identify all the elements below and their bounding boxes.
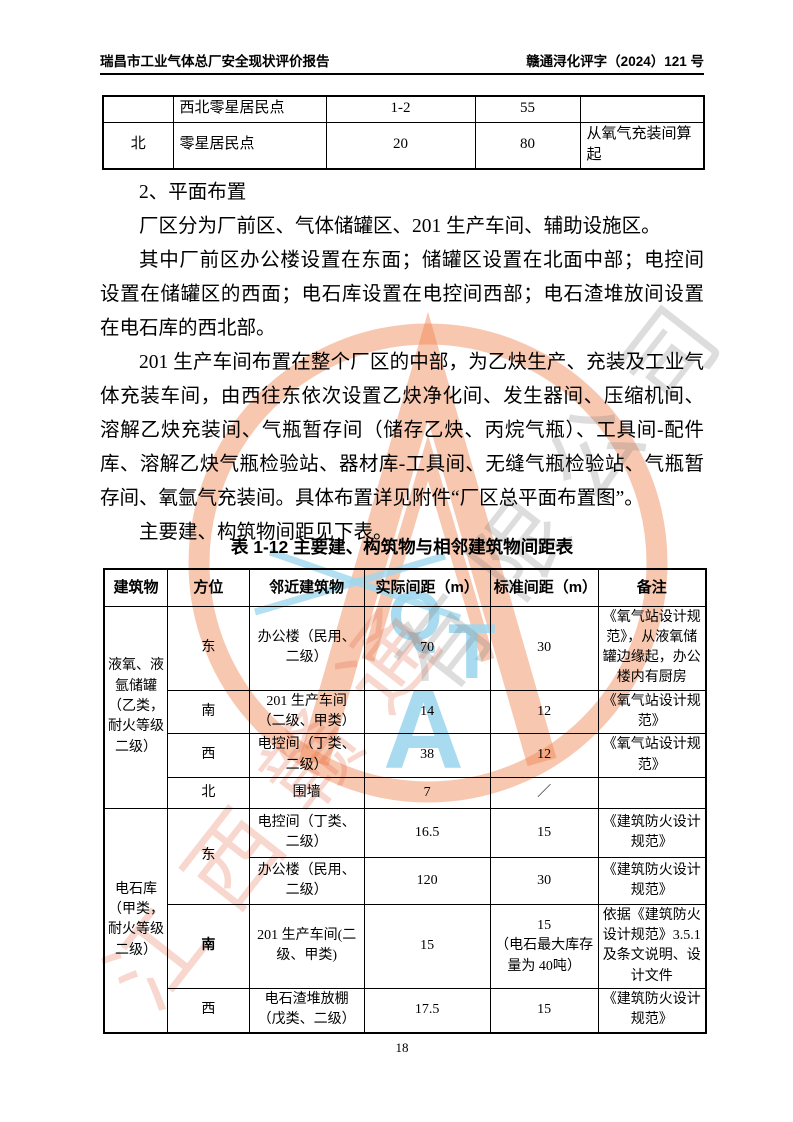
paragraph: 厂区分为厂前区、气体储罐区、201 生产车间、辅助设施区。: [139, 216, 661, 237]
cell-standard: 15: [489, 807, 599, 858]
cell-actual: 70: [363, 605, 491, 691]
cell-neighbor: 201 生产车间(二级、甲类): [248, 903, 365, 990]
top-cell-remark: 从氧气充装间算起: [579, 121, 705, 170]
top-cell-actual: 1-2: [325, 95, 476, 123]
cell-neighbor: 办公楼（民用、二级）: [248, 605, 365, 691]
top-cell-orient: 北: [102, 121, 174, 170]
page-number: 18: [395, 1040, 409, 1055]
cell-remark: 《氧气站设计规范》: [597, 733, 707, 778]
cell-neighbor: 电石渣堆放棚（戊类、二级）: [248, 988, 365, 1034]
cell-remark: 《建筑防火设计规范》: [597, 807, 707, 858]
table-row: 液氧、液氩储罐（乙类，耐火等级二级） 东 办公楼（民用、二级） 70 30 《氧…: [103, 605, 707, 809]
group-label-carbide: 电石库（甲类，耐火等级二级）: [103, 807, 169, 1034]
top-cell-neighbor: 零星居民点: [172, 121, 327, 170]
top-cell-actual: 20: [325, 121, 476, 170]
cell-standard: ／: [489, 776, 599, 809]
table-row: 西北零星居民点 1-2 55: [102, 95, 705, 123]
cell-actual: 15: [363, 903, 491, 990]
top-cell-orient: [102, 95, 174, 123]
paragraph: 其中厂前区办公楼设置在东面；储罐区设置在北面中部；电控间设置在储罐区的西面；电石…: [100, 250, 704, 339]
header-doc-number: 赣通浔化评字（2024）121 号: [526, 54, 704, 69]
cell-neighbor: 201 生产车间（二级、甲类）: [248, 689, 365, 735]
table-caption: 表 1-12 主要建、构筑物与相邻建筑物间距表: [230, 537, 574, 557]
table-header-row: 建筑物 方位 邻近建筑物 实际间距（m） 标准间距（m） 备注: [103, 568, 707, 607]
cell-remark: 《建筑防火设计规范》: [597, 988, 707, 1034]
cell-standard: 12: [489, 689, 599, 735]
table-row: 办公楼（民用、二级） 120 30 《建筑防火设计规范》: [104, 856, 707, 905]
cell-standard: 15 （电石最大库存量为 40吨）: [489, 903, 599, 990]
cell-actual: 120: [363, 856, 491, 905]
group-label-tank: 液氧、液氩储罐（乙类，耐火等级二级）: [103, 605, 169, 809]
cell-remark: 《氧气站设计规范》，从液氧储罐边缘起，办公楼内有厨房: [597, 605, 707, 691]
top-cell-standard: 55: [474, 95, 581, 123]
cell-orient: 东: [167, 807, 250, 905]
cell-remark: 《建筑防火设计规范》: [597, 856, 707, 905]
col-header-remark: 备注: [597, 568, 707, 607]
top-cell-standard: 80: [474, 121, 581, 170]
cell-orient: 东: [167, 605, 250, 691]
paragraph: 201 生产车间布置在整个厂区的中部，为乙炔生产、充装及工业气体充装车间，由西往…: [100, 352, 704, 509]
body-text: 2、平面布置 厂区分为厂前区、气体储罐区、201 生产车间、辅助设施区。 其中厂…: [100, 176, 704, 550]
col-header-actual: 实际间距（m）: [363, 568, 491, 607]
cell-actual: 16.5: [363, 807, 491, 858]
cell-standard: 15: [489, 988, 599, 1034]
cell-standard: 12: [489, 733, 599, 778]
top-cell-neighbor: 西北零星居民点: [172, 95, 327, 123]
cell-orient: 西: [167, 988, 250, 1034]
cell-actual: 14: [363, 689, 491, 735]
cell-neighbor: 办公楼（民用、二级）: [248, 856, 365, 905]
cell-remark: 《氧气站设计规范》: [597, 689, 707, 735]
cell-standard: 30: [489, 856, 599, 905]
cell-neighbor: 电控间（丁类、二级）: [248, 807, 365, 858]
col-header-orient: 方位: [167, 568, 250, 607]
col-header-standard: 标准间距（m）: [489, 568, 599, 607]
cell-orient: 西: [167, 733, 250, 778]
top-distance-table: 西北零星居民点 1-2 55 北 零星居民点 20 80 从氧气充装间算起: [102, 95, 705, 170]
table-row: 南 201 生产车间(二级、甲类) 15 15 （电石最大库存量为 40吨） 依…: [104, 903, 707, 990]
top-cell-remark: [579, 95, 705, 123]
col-header-building: 建筑物: [103, 568, 169, 607]
header-report-title: 瑞昌市工业气体总厂安全现状评价报告: [100, 54, 330, 69]
table-row: 北 围墙 7 ／: [104, 776, 707, 809]
table-row: 北 零星居民点 20 80 从氧气充装间算起: [102, 121, 705, 170]
cell-actual: 17.5: [363, 988, 491, 1034]
cell-neighbor: 围墙: [248, 776, 365, 809]
cell-actual: 38: [363, 733, 491, 778]
table-row: 南 201 生产车间（二级、甲类） 14 12 《氧气站设计规范》: [104, 689, 707, 735]
cell-standard: 30: [489, 605, 599, 691]
table-row: 电石库（甲类，耐火等级二级） 东 电控间（丁类、二级） 16.5 15 《建筑防…: [103, 807, 707, 1034]
table-row: 西 电石渣堆放棚（戊类、二级） 17.5 15 《建筑防火设计规范》: [104, 988, 707, 1034]
cell-orient: 北: [167, 776, 250, 809]
cell-orient: 南: [167, 689, 250, 735]
cell-neighbor: 电控间（丁类、二级）: [248, 733, 365, 778]
cell-orient: 南: [167, 903, 250, 990]
cell-remark: [597, 776, 707, 809]
table-row: 西 电控间（丁类、二级） 38 12 《氧气站设计规范》: [104, 733, 707, 778]
cell-remark: 依据《建筑防火设计规范》3.5.1及条文说明、设计文件: [597, 903, 707, 990]
page-header: 瑞昌市工业气体总厂安全现状评价报告 赣通浔化评字（2024）121 号: [100, 50, 704, 75]
col-header-neighbor: 邻近建筑物: [248, 568, 365, 607]
building-distance-table: 建筑物 方位 邻近建筑物 实际间距（m） 标准间距（m） 备注 液氧、液氩储罐（…: [103, 568, 707, 1034]
cell-actual: 7: [363, 776, 491, 809]
section-heading: 2、平面布置: [139, 182, 247, 203]
